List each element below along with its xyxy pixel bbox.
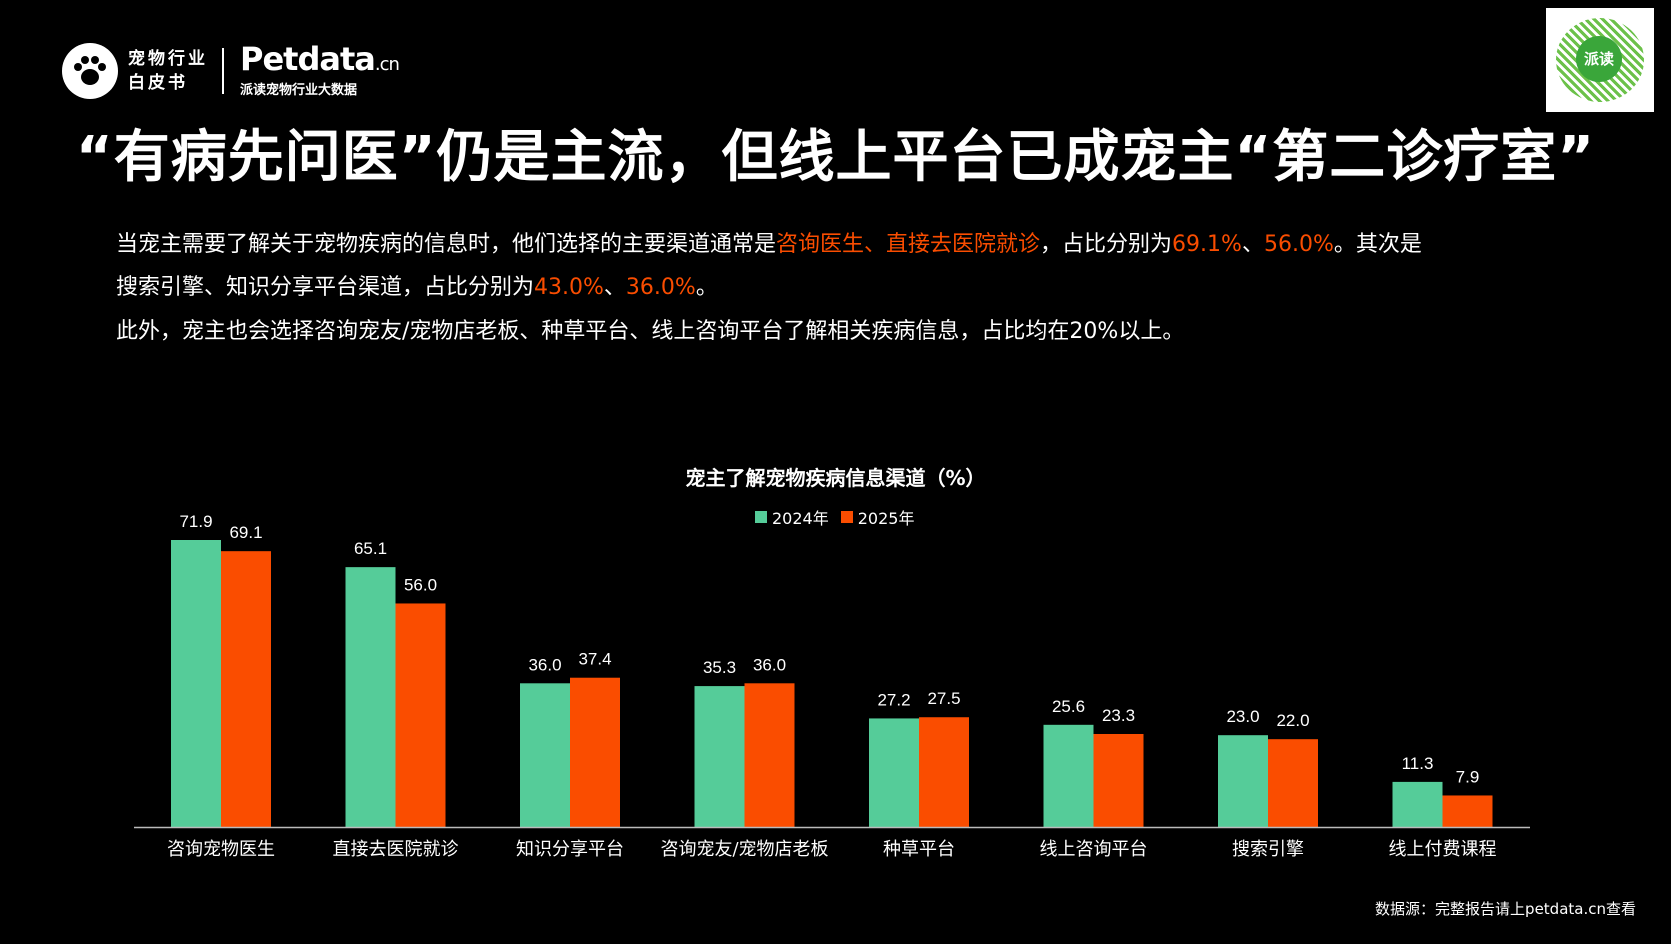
data-label-2024-6: 23.0 [1226, 707, 1259, 726]
brand-name: Petdata.cn [240, 40, 400, 78]
qr-label: 派读 [1576, 36, 1622, 82]
x-tick-label-2: 知识分享平台 [516, 839, 624, 860]
bar-2025-2 [570, 677, 620, 827]
chart-title: 宠主了解宠物疾病信息渠道（%） [685, 466, 986, 490]
logo-line-1: 宠物行业 [128, 49, 208, 69]
data-label-2025-5: 23.3 [1102, 706, 1135, 725]
source-note: 数据源：完整报告请上petdata.cn查看 [1375, 900, 1636, 918]
data-label-2024-1: 65.1 [354, 539, 387, 558]
data-label-2024-4: 27.2 [877, 690, 910, 709]
data-label-2024-0: 71.9 [179, 512, 212, 531]
paragraph-line-1: 当宠主需要了解关于宠物疾病的信息时，他们选择的主要渠道通常是咨询医生、直接去医院… [116, 232, 1422, 257]
logo-divider [222, 48, 224, 94]
bar-2024-0 [171, 540, 221, 827]
data-label-2024-7: 11.3 [1402, 754, 1434, 773]
headline: “有病先问医”仍是主流，但线上平台已成宠主“第二诊疗室” [75, 125, 1596, 190]
logo-line-2: 白皮书 [128, 73, 188, 93]
bar-2025-4 [919, 717, 969, 827]
x-tick-label-4: 种草平台 [883, 839, 955, 860]
bar-2025-0 [221, 551, 271, 827]
paragraph-line-2: 搜索引擎、知识分享平台渠道，占比分别为43.0%、36.0%。 [116, 275, 718, 300]
legend-swatch-2025 [840, 511, 853, 523]
data-label-2025-6: 22.0 [1276, 711, 1309, 730]
chart-legend: 2024年 2025年 [755, 505, 926, 529]
x-tick-label-3: 咨询宠友/宠物店老板 [660, 839, 828, 860]
data-label-2025-3: 36.0 [753, 655, 786, 674]
data-label-2025-2: 37.4 [578, 650, 611, 669]
bar-2024-3 [694, 686, 745, 827]
paragraph-line-3: 此外，宠主也会选择咨询宠友/宠物店老板、种草平台、线上咨询平台了解相关疾病信息，… [116, 319, 1185, 344]
data-label-2024-5: 25.6 [1052, 697, 1085, 716]
brand-subtitle: 派读宠物行业大数据 [240, 83, 358, 98]
bar-2024-2 [520, 683, 570, 827]
x-tick-label-5: 线上咨询平台 [1040, 839, 1148, 860]
bar-2025-3 [744, 683, 795, 827]
x-tick-label-1: 直接去医院就诊 [333, 839, 459, 860]
x-tick-label-7: 线上付费课程 [1389, 839, 1497, 860]
bar-2024-4 [869, 718, 919, 827]
bar-2025-1 [395, 603, 446, 827]
data-label-2024-3: 35.3 [703, 658, 736, 677]
data-label-2025-7: 7.9 [1456, 767, 1480, 786]
x-tick-label-6: 搜索引擎 [1232, 839, 1304, 860]
bar-2025-5 [1093, 733, 1144, 827]
data-label-2025-1: 56.0 [404, 575, 437, 594]
bar-2025-6 [1268, 739, 1318, 827]
data-label-2024-2: 36.0 [528, 655, 561, 674]
legend-item-2025: 2025年 [840, 505, 914, 529]
data-label-2025-4: 27.5 [927, 689, 960, 708]
legend-item-2024: 2024年 [755, 505, 829, 529]
bar-2024-5 [1043, 724, 1094, 827]
qr-code: 派读 [1546, 8, 1654, 112]
bar-2024-7 [1392, 781, 1443, 827]
data-label-2025-0: 69.1 [229, 523, 262, 542]
x-tick-label-0: 咨询宠物医生 [167, 839, 275, 860]
bar-2024-6 [1218, 735, 1268, 827]
legend-swatch-2024 [755, 511, 767, 523]
paw-logo-icon [62, 43, 118, 99]
bar-2024-1 [345, 567, 396, 827]
bar-2025-7 [1442, 795, 1493, 827]
logo: 宠物行业 白皮书 Petdata.cn 派读宠物行业大数据 [62, 40, 400, 100]
